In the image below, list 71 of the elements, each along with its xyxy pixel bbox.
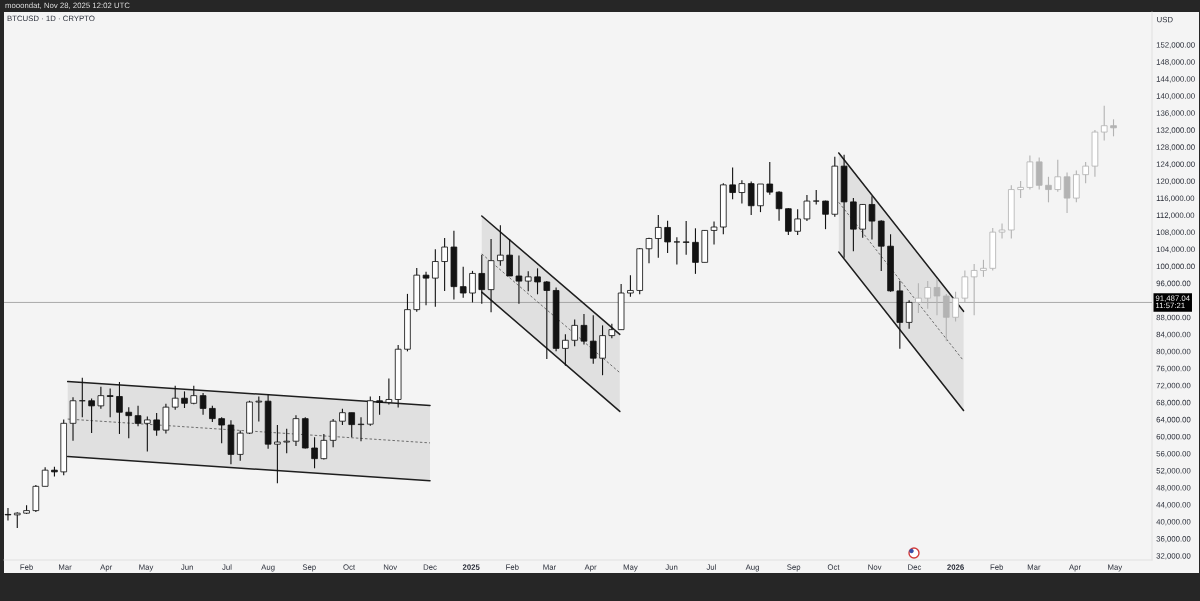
candlestick <box>692 227 699 275</box>
candlestick <box>106 387 114 418</box>
candlestick <box>348 412 356 438</box>
candlestick <box>654 214 662 259</box>
candlestick <box>1045 176 1052 203</box>
candlestick <box>1100 105 1108 142</box>
candlestick <box>41 466 49 487</box>
candlestick <box>924 280 932 310</box>
candlestick <box>970 263 978 316</box>
candlestick <box>915 282 922 314</box>
candlestick <box>562 333 569 367</box>
candlestick <box>236 430 244 462</box>
candlestick <box>441 237 448 292</box>
candlestick <box>998 223 1006 240</box>
candlestick <box>506 238 513 277</box>
candlestick <box>515 255 523 305</box>
candlestick <box>69 396 77 442</box>
candlestick <box>775 190 783 222</box>
candlestick <box>961 269 969 303</box>
candlestick <box>905 299 913 330</box>
candlestick <box>162 403 170 435</box>
candlestick <box>459 266 467 299</box>
candlestick <box>868 195 876 240</box>
candlestick <box>794 208 801 236</box>
candlestick <box>88 398 95 434</box>
candlestick <box>822 200 829 230</box>
candlestick <box>645 237 653 264</box>
candlestick <box>4 507 12 521</box>
candlestick <box>1063 171 1071 214</box>
candlestick <box>571 318 578 347</box>
candlestick <box>357 416 365 442</box>
candlestick <box>97 386 105 410</box>
candlestick <box>933 278 941 316</box>
candlestick <box>422 271 430 306</box>
candlestick <box>1054 159 1062 193</box>
candlestick <box>627 274 634 298</box>
candlestick <box>664 220 671 254</box>
candlestick <box>134 405 142 427</box>
candlestick <box>1073 169 1080 203</box>
candlestick <box>738 179 746 205</box>
candlestick <box>952 291 959 323</box>
candlestick <box>534 267 541 295</box>
candlestick <box>311 436 318 469</box>
candlestick <box>580 313 588 346</box>
candlestick <box>673 236 681 266</box>
candlestick <box>144 415 151 452</box>
candlestick <box>329 418 337 448</box>
candlestick <box>524 270 532 292</box>
candlestick <box>766 161 774 196</box>
candlestick <box>942 293 950 342</box>
candlestick <box>757 183 764 213</box>
candlestick <box>469 270 476 303</box>
candlestick <box>432 248 439 308</box>
candlestick <box>320 433 328 461</box>
candlestick <box>283 428 290 454</box>
candlestick <box>803 194 811 222</box>
candlestick <box>292 414 300 447</box>
candlestick <box>1035 157 1043 191</box>
candlestick <box>153 412 160 437</box>
candlestick <box>785 207 792 236</box>
candlestick <box>710 220 718 246</box>
candlestick <box>1082 161 1089 184</box>
candlestick <box>125 406 133 439</box>
candlestick <box>729 166 736 200</box>
candlestick <box>589 314 597 365</box>
candlestick <box>682 220 690 256</box>
candlestick <box>747 180 755 216</box>
candlestick <box>199 392 207 416</box>
candlestick <box>497 224 504 267</box>
candlestick <box>218 416 225 444</box>
candlestick <box>599 324 606 376</box>
